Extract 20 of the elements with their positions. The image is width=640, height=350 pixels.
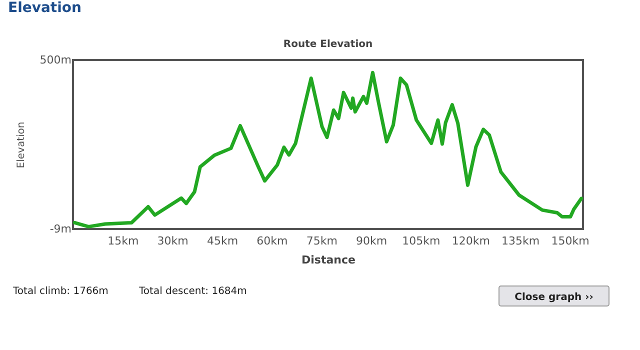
y-tick-label: 500m [40, 54, 72, 66]
line-series [72, 70, 584, 228]
x-tick-label: 135km [502, 234, 540, 248]
x-axis-title: Distance [302, 254, 356, 266]
text: Total descent: 1684m [138, 286, 247, 297]
x-tick-label: 45km [206, 234, 238, 248]
x-tick-label: 120km [452, 234, 490, 248]
y-axis-title: Elevation [16, 122, 27, 168]
x-tick-label: 105km [402, 234, 440, 248]
text: Elevation [8, 0, 82, 16]
x-tick-label: 90km [356, 234, 388, 248]
chart-title: Route Elevation [283, 39, 373, 50]
text: Total climb: 1766m [12, 286, 108, 297]
x-tick-label: 60km [256, 234, 288, 248]
x-tick-label: 15km [108, 234, 139, 248]
x-tick-label: 30km [157, 234, 188, 248]
text: Close graph ›› [514, 292, 594, 303]
x-tick-label: 150km [551, 234, 590, 248]
y-tick-label: -9m [50, 222, 72, 236]
x-tick-label: 75km [306, 234, 338, 248]
